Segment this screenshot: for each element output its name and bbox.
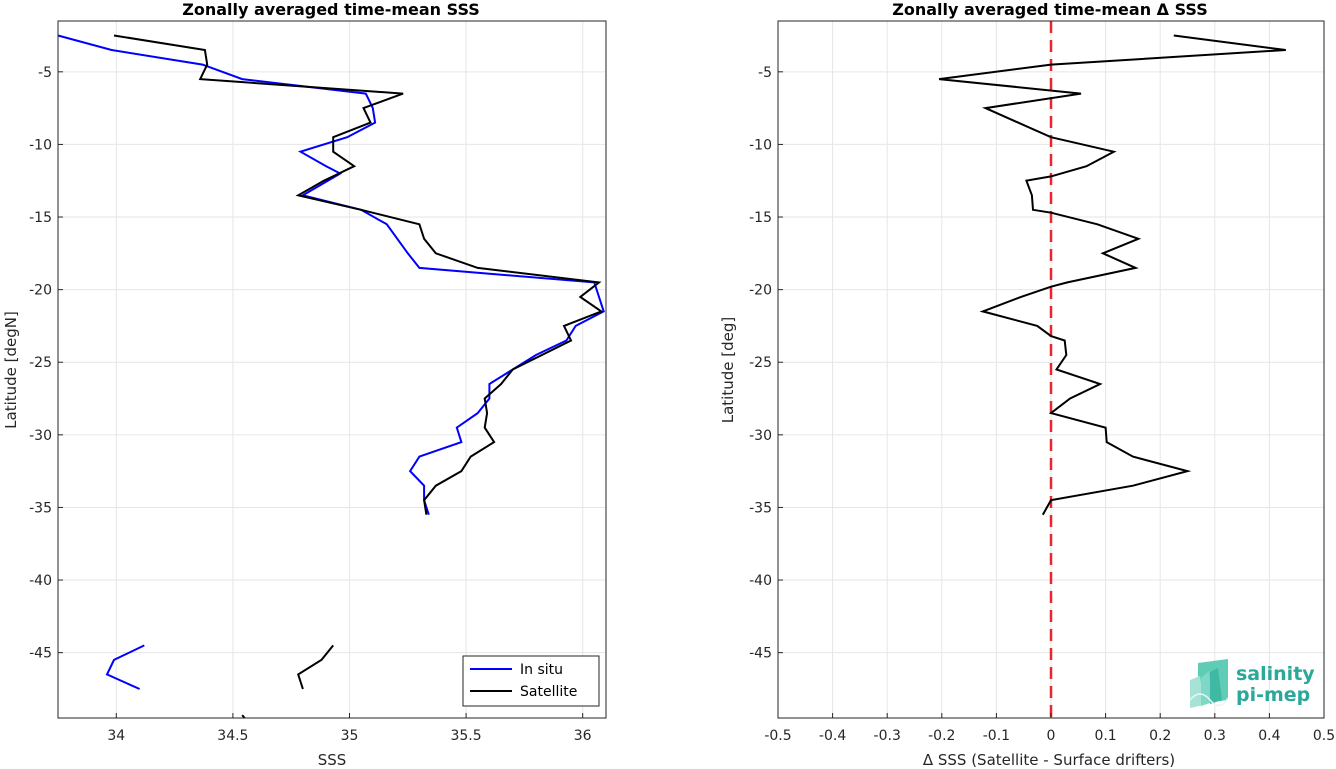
- delta-sss-y-tick-label-45: -45: [749, 646, 772, 662]
- delta-sss-y-tick-label-35: -35: [749, 500, 772, 516]
- salinity-wave-logo-icon: [1189, 659, 1229, 708]
- delta-sss-x-tick-label-0-5: -0.5: [764, 728, 791, 744]
- legend-box: [462, 655, 600, 707]
- sss-x-tick-label-35: 35: [341, 728, 359, 744]
- sss-series-in-situ-segment-1: [105, 644, 145, 690]
- legend: In situ Satellite: [462, 655, 600, 707]
- delta-sss-x-tick-label-0-3: -0.3: [874, 728, 901, 744]
- delta-sss-panel: Zonally averaged time-mean Δ SSS -0.5 -0.…: [719, 0, 1335, 769]
- delta-sss-x-tick-label-0-1: -0.1: [983, 728, 1010, 744]
- delta-sss-y-tick-label-10: -10: [749, 137, 772, 153]
- sss-grid: [58, 21, 606, 718]
- delta-sss-y-tick-label-5: -5: [758, 65, 772, 81]
- delta-sss-x-tick-label-0-4: -0.4: [819, 728, 846, 744]
- sss-y-tick-label-20: -20: [29, 283, 52, 299]
- delta-sss-y-tick-label-15: -15: [749, 210, 772, 226]
- sss-panel: Zonally averaged time-mean SSS 34 34.5 35 3…: [2, 0, 607, 769]
- delta-sss-y-tick-label-30: -30: [749, 428, 772, 444]
- sss-series-satellite-segment-0: [113, 34, 604, 515]
- sss-x-axis-label: SSS: [318, 751, 347, 769]
- delta-sss-x-tick-label-0-2: -0.2: [928, 728, 955, 744]
- legend-label-in-situ: In situ: [520, 662, 563, 678]
- delta-sss-x-tick-label-0-5: 0.5: [1313, 728, 1335, 744]
- salinity-pi-mep-logo: salinity pi-mep: [1189, 659, 1315, 708]
- delta-sss-series: [938, 21, 1286, 718]
- sss-axes-box: [57, 20, 607, 719]
- logo-text-pi-mep: pi-mep: [1236, 684, 1310, 706]
- sss-y-tick-label-25: -25: [29, 355, 52, 371]
- sss-y-axis-label: Latitude [degN]: [2, 311, 20, 429]
- delta-sss-ticks: -0.5 -0.4 -0.3 -0.2 -0.1 0 0.1 0.2 0.3 0.4 0.5 -5 -1…: [749, 65, 1335, 744]
- sss-y-tick-label-30: -30: [29, 428, 52, 444]
- logo-text-salinity: salinity: [1236, 663, 1315, 685]
- delta-sss-y-axis-label: Latitude [deg]: [719, 317, 737, 423]
- sss-y-tick-label-40: -40: [29, 573, 52, 589]
- delta-sss-chart-title: Zonally averaged time-mean Δ SSS: [892, 0, 1208, 19]
- sss-x-tick-label-36: 36: [574, 728, 592, 744]
- delta-sss-x-axis-label: Δ SSS (Satellite - Surface drifters): [923, 751, 1175, 769]
- delta-sss-y-tick-label-20: -20: [749, 283, 772, 299]
- sss-chart-title: Zonally averaged time-mean SSS: [182, 0, 480, 19]
- sss-x-tick-label-34-5: 34.5: [217, 728, 248, 744]
- delta-sss-y-tick-label-40: -40: [749, 573, 772, 589]
- delta-sss-y-tick-label-25: -25: [749, 355, 772, 371]
- delta-sss-x-tick-label-0-3: 0.3: [1204, 728, 1226, 744]
- sss-y-tick-label-5: -5: [38, 65, 52, 81]
- sss-y-tick-label-35: -35: [29, 500, 52, 516]
- sss-series-in-situ-segment-0: [57, 34, 605, 516]
- delta-sss-series-delta-segment-0: [938, 34, 1286, 516]
- sss-x-tick-label-34: 34: [107, 728, 125, 744]
- delta-sss-x-tick-label-0: 0: [1047, 728, 1056, 744]
- sss-y-tick-label-10: -10: [29, 137, 52, 153]
- delta-sss-x-tick-label-0-2: 0.2: [1149, 728, 1171, 744]
- sss-series-satellite-segment-1: [297, 644, 334, 690]
- sss-x-tick-label-35-5: 35.5: [450, 728, 481, 744]
- delta-sss-x-tick-label-0-4: 0.4: [1258, 728, 1280, 744]
- sss-series: [57, 34, 605, 719]
- sss-y-tick-label-45: -45: [29, 646, 52, 662]
- delta-sss-x-tick-label-0-1: 0.1: [1094, 728, 1116, 744]
- legend-label-satellite: Satellite: [520, 684, 577, 700]
- sss-ticks: 34 34.5 35 35.5 36 -5 -10 -15 -20 -25 -30 -35 -40 -45: [29, 65, 592, 744]
- sss-y-tick-label-15: -15: [29, 210, 52, 226]
